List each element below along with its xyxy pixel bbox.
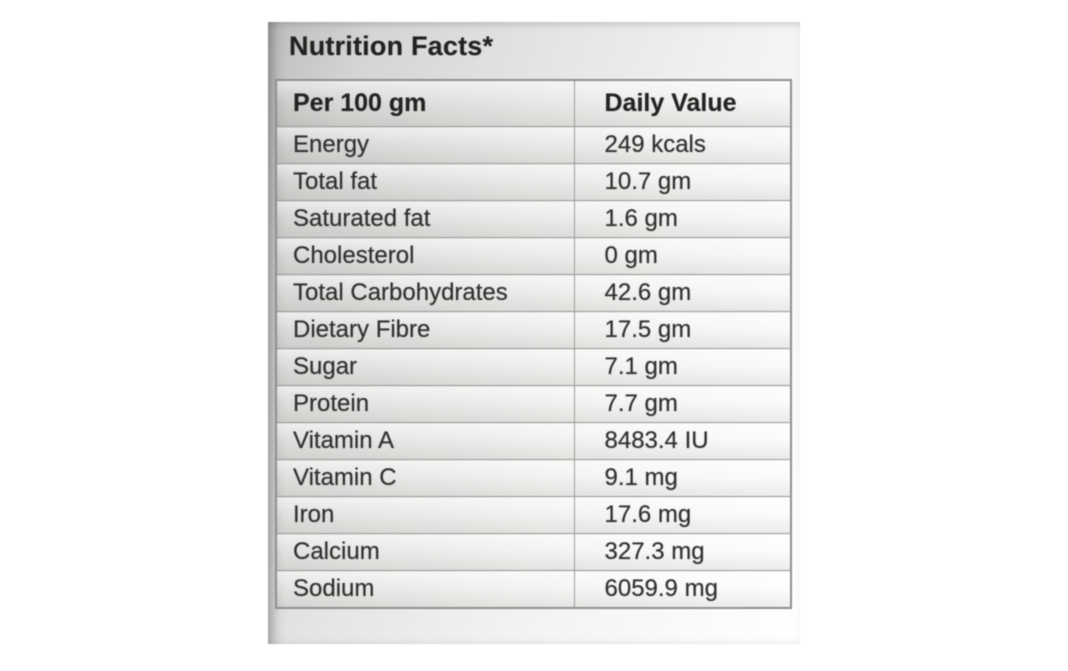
nutrient-value-cell: 42.6 gm	[573, 274, 792, 312]
nutrient-value-cell: 17.5 gm	[573, 311, 792, 349]
nutrient-value-cell: 7.7 gm	[573, 385, 792, 423]
nutrient-value-cell: 0 gm	[573, 237, 792, 275]
nutrient-value-cell: 10.7 gm	[573, 163, 792, 201]
nutrient-name-cell: Energy	[275, 126, 575, 164]
nutrient-value-cell: 17.6 mg	[573, 496, 792, 534]
table-row: Protein 7.7 gm	[275, 385, 792, 423]
nutrient-name-cell: Calcium	[275, 533, 575, 571]
nutrition-table: Per 100 gm Daily Value Energy 249 kcals …	[275, 79, 792, 609]
table-row: Sugar 7.1 gm	[275, 348, 792, 386]
nutrient-value-cell: 7.1 gm	[573, 348, 792, 386]
nutrient-name-cell: Iron	[275, 496, 575, 534]
nutrient-value-cell: 6059.9 mg	[573, 570, 792, 609]
table-row: Sodium 6059.9 mg	[275, 570, 792, 609]
nutrient-name-cell: Vitamin C	[275, 459, 575, 497]
nutrient-value-cell: 327.3 mg	[573, 533, 792, 571]
nutrient-name-cell: Total fat	[275, 163, 575, 201]
nutrient-value-cell: 249 kcals	[573, 126, 792, 164]
nutrient-value-cell: 8483.4 IU	[573, 422, 792, 460]
nutrient-name-cell: Dietary Fibre	[275, 311, 575, 349]
table-row: Saturated fat 1.6 gm	[275, 200, 792, 238]
label-title: Nutrition Facts*	[289, 31, 494, 61]
header-col-value: Daily Value	[573, 79, 792, 127]
nutrient-name-cell: Sodium	[275, 570, 575, 609]
nutrient-name-cell: Vitamin A	[275, 422, 575, 460]
table-header-row: Per 100 gm Daily Value	[275, 79, 792, 127]
table-row: Energy 249 kcals	[275, 126, 792, 164]
nutrient-value-cell: 1.6 gm	[573, 200, 792, 238]
nutrient-name-cell: Cholesterol	[275, 237, 575, 275]
nutrient-name-cell: Total Carbohydrates	[275, 274, 575, 312]
table-row: Total fat 10.7 gm	[275, 163, 792, 201]
nutrient-name-cell: Sugar	[275, 348, 575, 386]
table-row: Vitamin A 8483.4 IU	[275, 422, 792, 460]
table-row: Iron 17.6 mg	[275, 496, 792, 534]
nutrient-value-cell: 9.1 mg	[573, 459, 792, 497]
nutrient-name-cell: Protein	[275, 385, 575, 423]
header-col-nutrient: Per 100 gm	[275, 79, 575, 127]
nutrient-name-cell: Saturated fat	[275, 200, 575, 238]
table-row: Cholesterol 0 gm	[275, 237, 792, 275]
table-row: Dietary Fibre 17.5 gm	[275, 311, 792, 349]
table-row: Total Carbohydrates 42.6 gm	[275, 274, 792, 312]
nutrition-label: Nutrition Facts* Per 100 gm Daily Value …	[268, 22, 800, 644]
table-row: Calcium 327.3 mg	[275, 533, 792, 571]
table-row: Vitamin C 9.1 mg	[275, 459, 792, 497]
